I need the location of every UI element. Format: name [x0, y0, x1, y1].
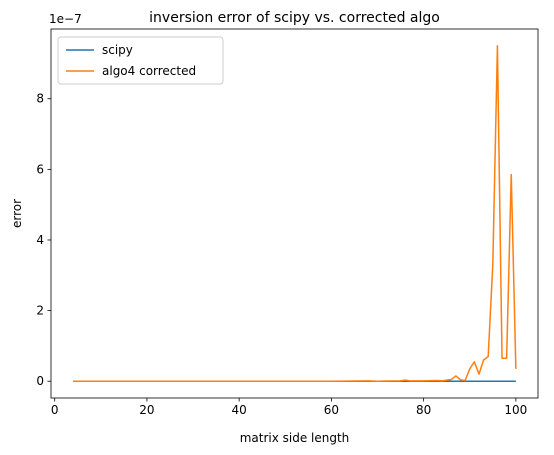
series-layer: [73, 45, 517, 382]
x-tick-label: 40: [232, 403, 247, 417]
plot-area: [50, 28, 539, 399]
axes-frame: [50, 28, 539, 399]
chart-title: inversion error of scipy vs. corrected a…: [149, 10, 440, 26]
x-tick-label: 80: [416, 403, 431, 417]
y-axis-label: error: [10, 199, 24, 228]
y-axis: 0 2 4 6 8: [36, 92, 51, 388]
y-tick-label: 0: [36, 374, 44, 388]
series-line-algo4-corrected: [73, 45, 517, 382]
legend-label-scipy: scipy: [102, 43, 133, 57]
legend-label-algo4-corrected: algo4 corrected: [102, 64, 196, 78]
y-tick-label: 6: [36, 162, 44, 176]
legend-box: [57, 36, 224, 85]
x-tick-label: 100: [504, 403, 527, 417]
y-tick-label: 2: [36, 304, 44, 318]
y-axis-offset-text: 1e−7: [49, 12, 82, 26]
legend: scipy algo4 corrected: [57, 36, 224, 85]
x-tick-label: 20: [139, 403, 154, 417]
x-axis-label: matrix side length: [240, 431, 350, 445]
y-tick-label: 4: [36, 233, 44, 247]
x-axis: 0 20 40 60 80 100: [51, 398, 527, 417]
x-tick-label: 0: [51, 403, 59, 417]
y-tick-label: 8: [36, 92, 44, 106]
x-tick-label: 60: [324, 403, 339, 417]
